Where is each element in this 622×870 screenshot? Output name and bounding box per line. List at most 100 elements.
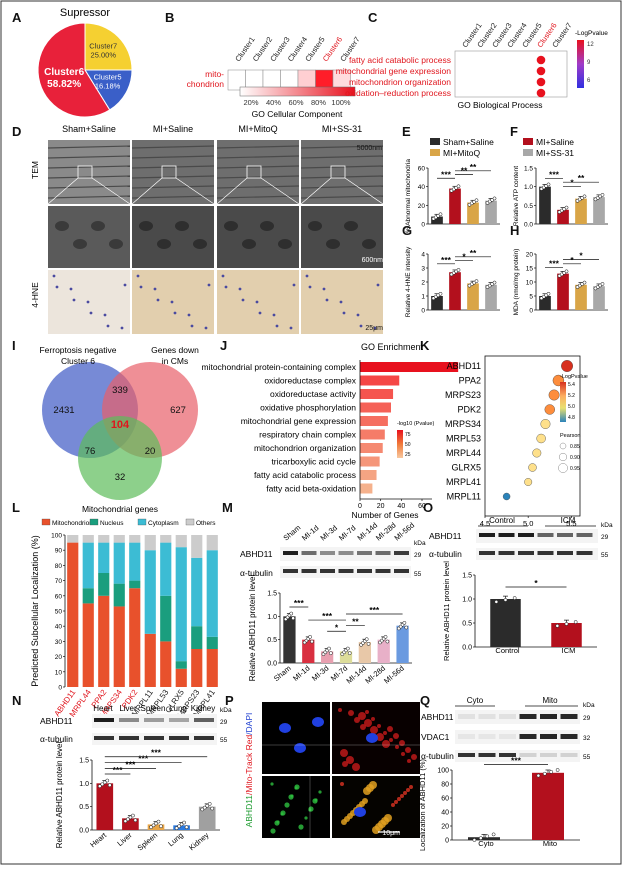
venn-label-a2: Cluster 6 (61, 356, 95, 366)
bar (360, 402, 391, 413)
stacked-bar-segment (82, 542, 94, 589)
blot-band (519, 734, 537, 739)
hne-nucleus (86, 300, 90, 304)
blot-band (499, 753, 516, 757)
sig-mark: *** (369, 605, 380, 615)
hne-nucleus (292, 283, 296, 287)
c-legend-title: -LogPvalue (575, 30, 608, 37)
pie-slice (37, 22, 111, 118)
tem-fiber (300, 185, 384, 189)
mito-signal (387, 726, 393, 732)
stacked-bar-segment (175, 661, 187, 669)
y-tick-label: 80 (55, 563, 63, 570)
panel-o-blot: Control ICM ABHD11 α-tubulin kDa 29 55 (429, 516, 613, 560)
hne-nucleus (139, 285, 143, 289)
data-point (174, 826, 179, 830)
mito-signal (401, 752, 405, 756)
venn-count-center: 104 (111, 419, 130, 431)
hne-nucleus (123, 283, 127, 287)
y-axis-label: Localization of ABHD11 (%) (418, 759, 427, 851)
k-size-dot (558, 452, 568, 462)
hne-nucleus (289, 326, 293, 330)
y-tick-label: 1 (421, 294, 425, 301)
y-tick-label: 4 (421, 252, 425, 259)
hne-nucleus (356, 313, 360, 317)
stacked-bar-segment (129, 535, 141, 543)
y-axis-label: Relative 4-HNE intensity (405, 246, 412, 317)
y-tick-label: MRPS23 (445, 390, 481, 400)
y-tick-label: fatty acid beta-oxidation (266, 484, 356, 494)
blot-band (540, 753, 557, 757)
tem-mitochondrion (91, 221, 105, 231)
data-point (289, 611, 294, 616)
bar (539, 186, 551, 224)
data-point (491, 832, 496, 837)
data-point (600, 282, 605, 286)
blot-band (357, 569, 372, 573)
y-tick-label: PPA2 (459, 376, 481, 386)
blot-lane-label: Control (489, 516, 515, 525)
data-point (308, 635, 312, 639)
c-plot-frame (454, 50, 568, 98)
stacked-bar-segment (206, 550, 218, 637)
c-bubble (536, 55, 546, 65)
y-tick-label: 0.5 (267, 637, 277, 644)
sig-mark: ** (470, 248, 477, 258)
chart-m: 0.0 0.5 1.0 1.5 Relative ABHD11 protein leve… (248, 574, 412, 686)
legend-swatch (41, 518, 51, 526)
y-tick-label: 1.0 (79, 781, 89, 788)
legend-label: MI+MitoQ (443, 148, 480, 158)
kda-value: 29 (414, 552, 422, 559)
blot-band (320, 569, 335, 573)
hne-nucleus (136, 274, 140, 278)
legend-label: Nucleus (100, 520, 124, 527)
mito-signal (360, 724, 366, 730)
y-tick-label: 0 (58, 685, 62, 692)
blot-label: ABHD11 (429, 531, 462, 541)
y-tick-label: 40 (441, 810, 449, 817)
y-tick-label: 0.0 (267, 661, 277, 668)
b-scale-tick: 20% (243, 98, 258, 107)
hne-nucleus (55, 285, 59, 289)
merge-signal (409, 785, 413, 789)
bar (198, 806, 216, 830)
y-tick-label: 1.0 (524, 184, 533, 191)
hne-nucleus (106, 324, 110, 328)
c-legend-tick: 12 (587, 42, 594, 48)
legend-swatch (89, 518, 99, 526)
abhd11-signal (314, 798, 318, 802)
y-tick-label: MRPL44 (446, 448, 481, 458)
dapi-nucleus (366, 733, 378, 743)
tem-image-high (48, 206, 130, 268)
legend-swatch (430, 149, 440, 156)
kda-label: kDa (220, 707, 232, 714)
y-tick-label: 20 (418, 203, 426, 210)
sig-mark: *** (294, 598, 305, 608)
blot-band (375, 551, 391, 555)
panel-label-o: O (423, 500, 433, 515)
mito-signal (358, 712, 366, 720)
sig-mark: *** (125, 759, 136, 769)
bar (593, 286, 605, 310)
abhd11-signal (294, 784, 300, 790)
hne-nucleus (272, 313, 276, 317)
data-point (573, 620, 578, 624)
y-tick-label: MRPL11 (447, 492, 481, 502)
blot-lane-label: Heart (93, 704, 113, 713)
stacked-bar-segment (191, 557, 203, 627)
bar (575, 284, 587, 310)
d-col-title: Sham+Saline (62, 124, 116, 134)
y-tick-label: 5 (529, 294, 533, 301)
venn-label-b2: in CMs (162, 356, 188, 366)
data-point (184, 825, 189, 830)
k-color-scale (560, 382, 566, 422)
blot-band (458, 734, 475, 739)
data-point (291, 616, 295, 621)
data-point (402, 621, 407, 625)
tem-fiber (47, 165, 131, 169)
legend-swatch (137, 518, 147, 526)
tem-fiber (300, 155, 384, 159)
bar (485, 200, 497, 224)
hne-nucleus (187, 313, 191, 317)
tem-fiber (131, 185, 215, 189)
